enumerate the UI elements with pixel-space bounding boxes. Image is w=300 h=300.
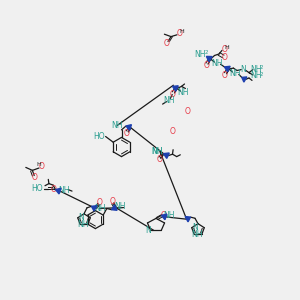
Text: HO: HO — [32, 184, 43, 193]
Text: O: O — [221, 45, 227, 54]
Text: O: O — [184, 106, 190, 116]
Text: H: H — [36, 162, 41, 167]
Text: O: O — [221, 71, 227, 80]
Polygon shape — [242, 77, 247, 82]
Text: NH: NH — [250, 64, 261, 74]
Text: N: N — [241, 65, 247, 74]
Text: O: O — [169, 90, 175, 99]
Text: O: O — [164, 39, 169, 48]
Text: O: O — [222, 53, 228, 62]
Text: H: H — [180, 29, 184, 34]
Polygon shape — [92, 206, 97, 211]
Text: NH: NH — [211, 59, 222, 68]
Text: O: O — [50, 184, 56, 194]
Text: O: O — [38, 162, 44, 171]
Text: NH: NH — [192, 230, 203, 239]
Text: NH: NH — [151, 147, 163, 156]
Text: N: N — [145, 226, 151, 235]
Text: NH: NH — [229, 69, 241, 78]
Text: NH: NH — [151, 147, 163, 156]
Text: O: O — [203, 61, 209, 70]
Polygon shape — [206, 56, 212, 61]
Text: 2: 2 — [260, 71, 263, 76]
Polygon shape — [224, 66, 230, 72]
Text: NH: NH — [94, 204, 105, 213]
Text: N: N — [78, 213, 84, 222]
Text: O: O — [31, 173, 37, 182]
Text: NH: NH — [58, 186, 70, 195]
Text: N: N — [192, 223, 198, 232]
Text: O: O — [124, 129, 130, 138]
Polygon shape — [126, 125, 131, 130]
Polygon shape — [161, 214, 167, 220]
Text: NH: NH — [163, 96, 174, 105]
Text: NH: NH — [114, 202, 126, 211]
Text: NH: NH — [250, 71, 261, 80]
Text: NH: NH — [78, 220, 89, 229]
Text: O: O — [109, 196, 115, 206]
Text: 2: 2 — [260, 64, 263, 70]
Text: NH: NH — [194, 50, 206, 58]
Text: H: H — [225, 45, 230, 50]
Polygon shape — [185, 217, 190, 222]
Polygon shape — [112, 205, 117, 210]
Text: HO: HO — [93, 132, 105, 141]
Text: NH: NH — [163, 212, 175, 220]
Text: 2: 2 — [205, 50, 208, 55]
Text: NH: NH — [177, 88, 189, 97]
Polygon shape — [56, 188, 61, 194]
Text: O: O — [156, 155, 162, 164]
Text: O: O — [169, 128, 175, 136]
Text: O: O — [161, 211, 167, 220]
Text: O: O — [176, 29, 182, 38]
Polygon shape — [164, 153, 169, 158]
Polygon shape — [172, 86, 178, 91]
Text: O: O — [97, 198, 103, 207]
Text: NH: NH — [112, 121, 123, 130]
